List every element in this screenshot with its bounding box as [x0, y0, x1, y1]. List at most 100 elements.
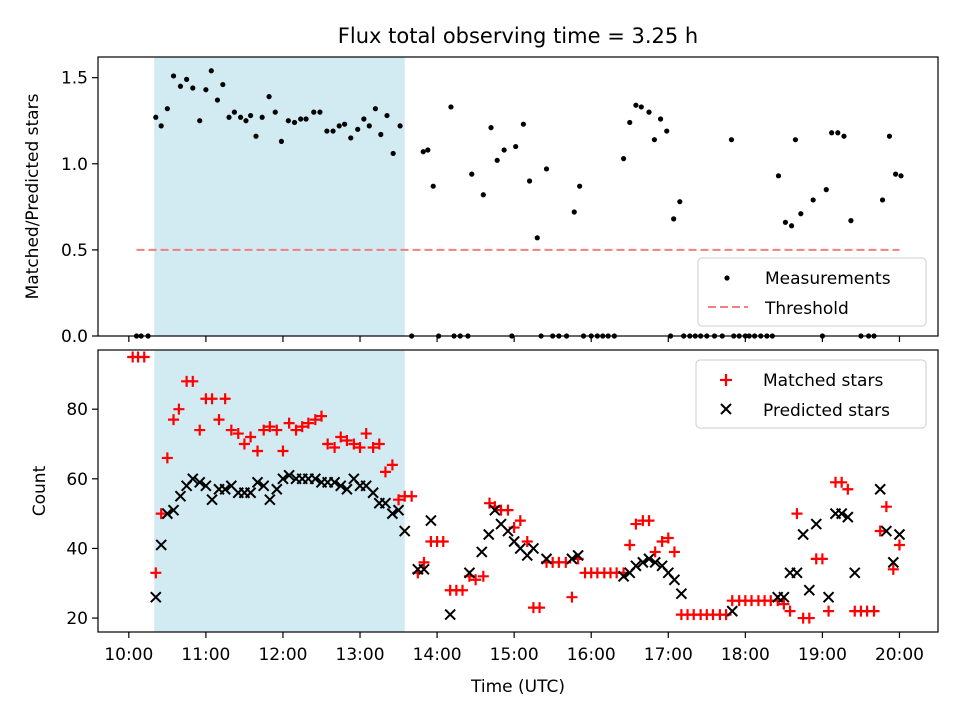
- xtick-label: 11:00: [181, 645, 230, 665]
- matched-stars-points: [127, 351, 905, 624]
- predicted-star-point: [206, 493, 218, 506]
- measurement-point: [184, 76, 190, 82]
- top-shaded-span: [154, 57, 405, 336]
- measurement-point: [378, 131, 384, 138]
- measurement-point: [775, 173, 782, 179]
- predicted-star-point: [566, 553, 578, 565]
- measurement-point: [448, 104, 454, 110]
- predicted-star-point: [257, 480, 270, 492]
- matched-star-point: [194, 424, 206, 436]
- predicted-star-point: [271, 483, 283, 495]
- legend-matched-label: Matched stars: [763, 371, 883, 391]
- measurement-point: [197, 118, 203, 124]
- measurement-point: [355, 126, 361, 132]
- matched-star-point: [296, 421, 308, 433]
- legend-predicted-label: Predicted stars: [763, 401, 890, 421]
- figure-title: Flux total observing time = 3.25 h: [338, 24, 698, 48]
- matched-star-point: [630, 518, 642, 530]
- matched-star-point: [668, 546, 680, 558]
- predicted-star-point: [726, 605, 738, 617]
- measurement-point: [571, 209, 577, 215]
- predicted-star-point: [251, 476, 264, 489]
- matched-star-point: [155, 508, 167, 520]
- matched-star-point: [232, 428, 244, 440]
- matched-star-point: [534, 602, 546, 614]
- predicted-star-point: [386, 507, 399, 520]
- predicted-star-point: [379, 497, 392, 509]
- predicted-star-point: [797, 528, 809, 541]
- measurement-point: [494, 157, 500, 163]
- predicted-star-point: [264, 493, 276, 506]
- measurement-point: [278, 138, 285, 144]
- predicted-star-point: [309, 473, 322, 485]
- measurement-point: [390, 150, 396, 157]
- matched-star-point: [649, 546, 661, 558]
- bottom-ytick-label: 20: [66, 609, 88, 629]
- matched-star-point: [457, 584, 469, 596]
- measurement-point: [361, 116, 367, 122]
- top-ytick-label: 1.5: [61, 69, 88, 89]
- measurement-point: [298, 116, 304, 122]
- matched-star-point: [566, 591, 578, 603]
- measurement-point: [798, 211, 804, 217]
- legend-threshold-label: Threshold: [764, 299, 849, 319]
- matched-star-point: [161, 452, 173, 464]
- predicted-star-point: [463, 567, 476, 579]
- measurement-point: [425, 147, 431, 153]
- matched-star-point: [437, 535, 449, 547]
- matched-star-point: [880, 501, 892, 513]
- measurement-point: [317, 109, 323, 115]
- matched-star-point: [219, 393, 231, 405]
- measurement-point: [153, 114, 159, 120]
- measurement-point: [879, 197, 886, 203]
- matched-star-point: [277, 445, 289, 457]
- measurement-point: [671, 216, 677, 222]
- measurement-point: [342, 121, 348, 127]
- predicted-star-point: [617, 570, 630, 583]
- measurement-point: [848, 218, 854, 224]
- legend-measurements-label: Measurements: [765, 269, 891, 289]
- matched-star-point: [791, 508, 803, 520]
- measurement-point: [272, 109, 278, 115]
- matched-star-point: [418, 556, 430, 568]
- matched-star-point: [514, 515, 526, 527]
- bottom-legend-box: [695, 359, 927, 429]
- measurement-point: [657, 116, 664, 122]
- matched-star-point: [173, 403, 185, 415]
- measurement-point: [501, 147, 507, 153]
- predicted-star-point: [810, 518, 822, 530]
- measurement-point: [480, 192, 486, 198]
- matched-star-point: [887, 563, 899, 575]
- measurement-point: [520, 121, 526, 127]
- matched-star-point: [643, 515, 655, 527]
- predicted-star-point: [643, 553, 655, 565]
- legend-predicted-marker: [720, 403, 732, 415]
- legend-matched-marker: [720, 374, 732, 386]
- predicted-star-point: [283, 469, 295, 482]
- measurement-point: [534, 235, 540, 241]
- predicted-star-point: [822, 591, 835, 603]
- predicted-star-point: [399, 525, 411, 537]
- bottom-y-axis-label: Count: [30, 465, 50, 516]
- predicted-star-point: [219, 483, 231, 495]
- xtick-label: 10:00: [104, 645, 153, 665]
- matched-star-point: [836, 476, 848, 488]
- bottom-axes-frame: [97, 349, 939, 633]
- matched-star-point: [138, 351, 150, 363]
- predicted-star-point: [167, 504, 180, 516]
- measurement-point: [835, 130, 841, 136]
- top-panel: 0.0 0.5 1.0 1.5 Matched/Predicted stars Mea…: [23, 56, 939, 347]
- matched-star-point: [335, 431, 347, 443]
- measurement-point: [633, 102, 639, 108]
- measurement-point: [214, 97, 221, 103]
- matched-star-point: [360, 428, 372, 440]
- measurement-point: [291, 119, 298, 126]
- matched-star-point: [624, 539, 636, 551]
- matched-star-point: [373, 438, 385, 450]
- predicted-star-point: [187, 473, 199, 485]
- matched-star-point: [656, 535, 668, 547]
- measurement-point: [259, 114, 265, 120]
- bottom-ytick-label: 60: [66, 470, 88, 490]
